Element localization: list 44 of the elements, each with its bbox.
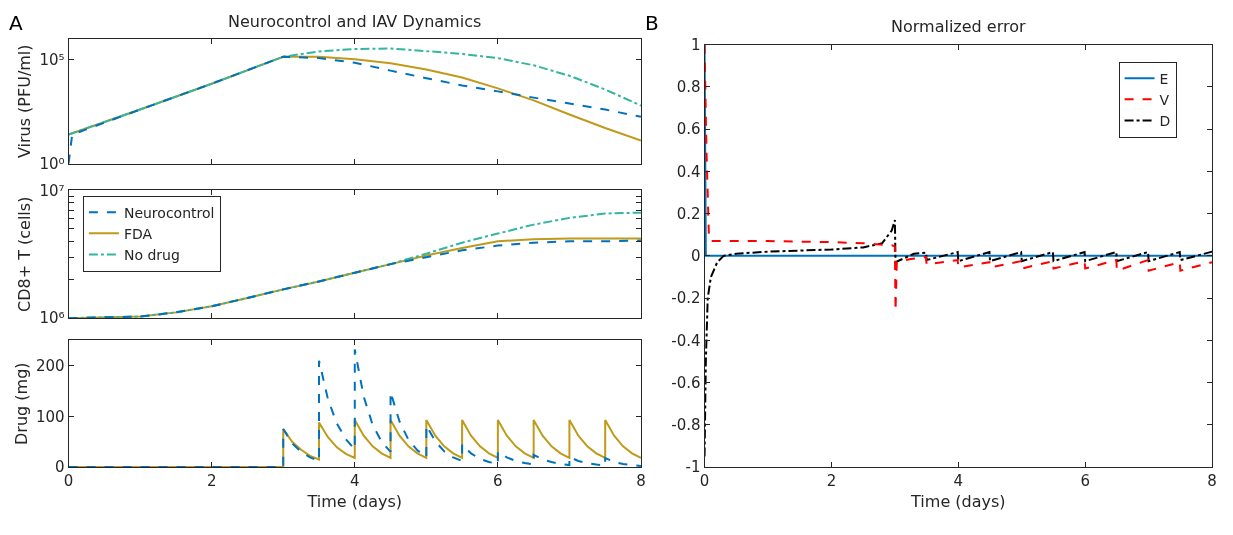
x-tick-label: 8 bbox=[1207, 472, 1217, 491]
y-tick-label: 0.6 bbox=[676, 120, 701, 139]
legend-label: No drug bbox=[123, 247, 180, 264]
x-tick-label: 8 bbox=[636, 472, 646, 491]
legend-label: Neurocontrol bbox=[123, 204, 215, 221]
y-tick-label: -1 bbox=[685, 458, 701, 477]
y-tick-label: 1 bbox=[691, 35, 701, 54]
legend-label: FDA bbox=[123, 225, 153, 242]
y-tick-label: -0.6 bbox=[671, 373, 701, 392]
x-tick-label: 2 bbox=[206, 472, 217, 491]
x-tick-label: 6 bbox=[493, 472, 503, 491]
y-tick-label: -0.4 bbox=[671, 331, 701, 350]
line-series bbox=[704, 218, 1213, 458]
text: A bbox=[9, 11, 23, 35]
line-series bbox=[68, 55, 641, 164]
chart-title: Neurocontrol and IAV Dynamics bbox=[228, 12, 482, 31]
legend-label: V bbox=[1159, 91, 1170, 108]
legend-label: E bbox=[1159, 70, 1169, 87]
y-tick-label: -0.2 bbox=[671, 289, 701, 308]
y-tick-label: 200 bbox=[35, 356, 65, 375]
chart-title: Normalized error bbox=[891, 17, 1026, 36]
y-axis-title: Virus (PFU/ml) bbox=[15, 44, 35, 159]
line-series bbox=[68, 348, 641, 468]
y-tick-label: 10⁶ bbox=[39, 309, 65, 328]
y-tick-label: 10⁰ bbox=[39, 154, 65, 173]
x-tick-label: 6 bbox=[1080, 472, 1090, 491]
x-axis-title: Time (days) bbox=[910, 491, 1006, 511]
y-tick-label: 0.8 bbox=[676, 78, 701, 97]
y-axis-title: CD8+ T (cells) bbox=[15, 196, 35, 312]
y-tick-label: -0.8 bbox=[671, 416, 701, 435]
x-tick-label: 4 bbox=[350, 472, 360, 491]
y-tick-label: 10⁷ bbox=[39, 181, 65, 200]
text: B bbox=[645, 11, 659, 35]
y-tick-label: 10⁵ bbox=[39, 51, 65, 70]
y-axis-title: Drug (mg) bbox=[11, 362, 31, 445]
y-tick-label: 0.4 bbox=[676, 162, 701, 181]
x-axis-title: Time (days) bbox=[306, 491, 403, 511]
y-tick-label: 0 bbox=[55, 458, 65, 477]
legend-label: D bbox=[1159, 113, 1171, 130]
x-tick-label: 2 bbox=[826, 472, 837, 491]
y-tick-label: 0.2 bbox=[676, 204, 701, 223]
y-tick-label: 0 bbox=[691, 247, 701, 266]
x-tick-label: 4 bbox=[953, 472, 964, 491]
y-tick-label: 100 bbox=[35, 407, 65, 426]
